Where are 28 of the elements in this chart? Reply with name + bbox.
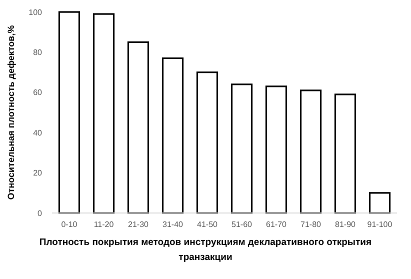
bar (92, 13, 115, 214)
x-tick-label: 11-20 (94, 220, 114, 229)
y-tick-label: 0 (38, 208, 43, 218)
bar (265, 86, 288, 214)
bar (162, 57, 184, 214)
y-axis-title: Относительная плотность дефектов,% (6, 25, 16, 200)
x-tick-label: 91-100 (367, 220, 393, 229)
bar (368, 192, 391, 214)
x-axis-title: Плотность покрытия методов инструкциям декларативного открытия транзакции (39, 237, 372, 263)
y-tick-label: 60 (33, 88, 43, 98)
y-tick-label: 100 (28, 8, 43, 17)
bar (230, 84, 253, 214)
x-tick-label: 31-40 (162, 220, 184, 229)
x-tick-label: 41-50 (197, 220, 218, 229)
x-tick-label: 21-30 (128, 220, 150, 229)
y-tick-label: 80 (33, 48, 43, 57)
x-tick-label: 51-60 (232, 220, 253, 229)
bar (196, 72, 218, 214)
y-tick-label: 40 (33, 128, 43, 138)
y-tick-label: 20 (33, 168, 43, 178)
x-tick-label: 81-90 (335, 220, 356, 229)
bar (127, 41, 150, 214)
x-tick-label: 61-70 (266, 220, 288, 229)
x-tick-label: 0-10 (61, 220, 78, 229)
x-tick-label: 71-80 (300, 220, 322, 229)
bar (334, 94, 356, 214)
bar (300, 90, 322, 214)
bar (58, 11, 80, 214)
